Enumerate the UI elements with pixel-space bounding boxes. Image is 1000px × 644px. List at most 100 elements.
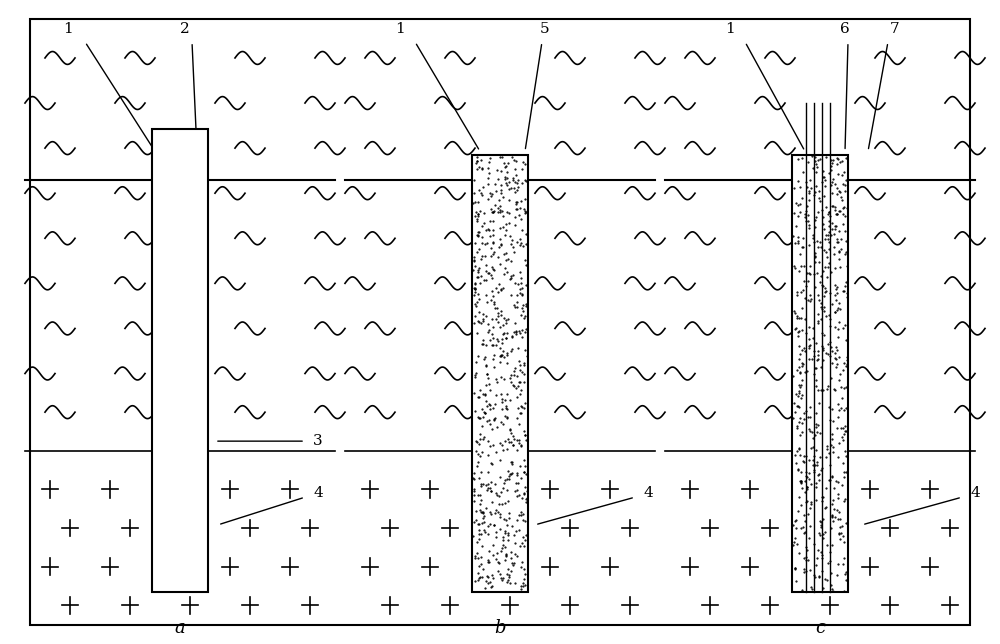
Point — [495, 191, 511, 202]
Point — [833, 192, 849, 202]
Point — [471, 162, 487, 172]
Point — [800, 157, 816, 167]
Point — [465, 531, 481, 541]
Point — [485, 216, 501, 226]
Point — [478, 361, 494, 371]
Point — [793, 500, 809, 510]
Point — [823, 440, 839, 450]
Point — [817, 527, 833, 537]
Point — [493, 350, 509, 361]
Point — [836, 429, 852, 439]
Point — [494, 350, 510, 361]
Point — [485, 238, 501, 248]
Point — [496, 352, 512, 363]
Point — [498, 402, 514, 413]
Point — [801, 468, 817, 478]
Point — [813, 301, 829, 312]
Point — [497, 526, 513, 536]
Point — [796, 343, 812, 354]
Point — [810, 385, 826, 395]
Point — [787, 450, 803, 460]
Point — [498, 218, 514, 229]
Point — [830, 332, 846, 342]
Point — [473, 155, 489, 166]
Point — [836, 553, 852, 564]
Point — [798, 406, 814, 417]
Point — [834, 195, 850, 205]
Point — [787, 516, 803, 526]
Point — [480, 450, 496, 460]
Point — [471, 529, 487, 539]
Point — [502, 424, 518, 434]
Point — [516, 574, 532, 585]
Point — [488, 488, 504, 498]
Point — [797, 212, 813, 222]
Point — [807, 222, 823, 232]
Point — [821, 244, 837, 254]
Point — [474, 540, 490, 551]
Point — [838, 567, 854, 578]
Point — [838, 361, 854, 371]
Point — [805, 232, 821, 243]
Point — [467, 238, 483, 249]
Point — [496, 374, 512, 384]
Point — [837, 446, 853, 456]
Point — [472, 433, 488, 444]
Point — [502, 395, 518, 405]
Point — [837, 226, 853, 236]
Point — [509, 435, 525, 446]
Point — [489, 303, 505, 313]
Point — [836, 383, 852, 393]
Point — [788, 198, 804, 208]
Point — [801, 424, 817, 435]
Point — [817, 181, 833, 191]
Point — [806, 352, 822, 362]
Point — [831, 317, 847, 327]
Point — [830, 325, 846, 335]
Point — [484, 286, 500, 296]
Point — [476, 218, 492, 228]
Point — [787, 238, 803, 248]
Point — [508, 328, 524, 339]
Point — [469, 151, 485, 162]
Point — [838, 381, 854, 392]
Point — [826, 249, 842, 259]
Point — [508, 526, 524, 536]
Point — [787, 324, 803, 334]
Point — [509, 297, 525, 307]
Point — [482, 153, 498, 163]
Point — [469, 216, 485, 226]
Point — [475, 478, 491, 489]
Point — [814, 328, 830, 338]
Point — [517, 430, 533, 440]
Point — [813, 547, 829, 557]
Point — [810, 290, 826, 300]
Point — [501, 194, 517, 205]
Point — [483, 509, 499, 520]
Point — [475, 434, 491, 444]
Point — [828, 476, 844, 486]
Point — [501, 513, 517, 524]
Point — [806, 465, 822, 475]
Point — [790, 236, 806, 246]
Point — [829, 189, 845, 199]
Point — [499, 180, 515, 191]
Point — [516, 467, 532, 477]
Point — [509, 290, 525, 300]
Point — [473, 507, 489, 517]
Point — [786, 261, 802, 271]
Point — [476, 511, 492, 522]
Point — [821, 216, 837, 226]
Point — [466, 317, 482, 328]
Point — [490, 252, 506, 262]
Point — [492, 152, 508, 162]
Point — [798, 328, 814, 338]
Point — [516, 204, 532, 214]
Point — [516, 358, 532, 368]
Point — [470, 209, 486, 219]
Point — [816, 245, 832, 255]
Point — [468, 506, 484, 516]
Point — [471, 573, 487, 583]
Point — [517, 430, 533, 440]
Point — [498, 315, 514, 325]
